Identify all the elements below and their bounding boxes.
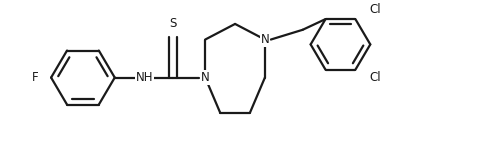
Text: N: N [260, 33, 269, 46]
Text: Cl: Cl [369, 3, 381, 16]
Text: N: N [201, 71, 210, 84]
Text: F: F [32, 71, 38, 84]
Text: Cl: Cl [369, 71, 381, 84]
Text: NH: NH [136, 71, 153, 84]
Text: S: S [170, 17, 177, 30]
